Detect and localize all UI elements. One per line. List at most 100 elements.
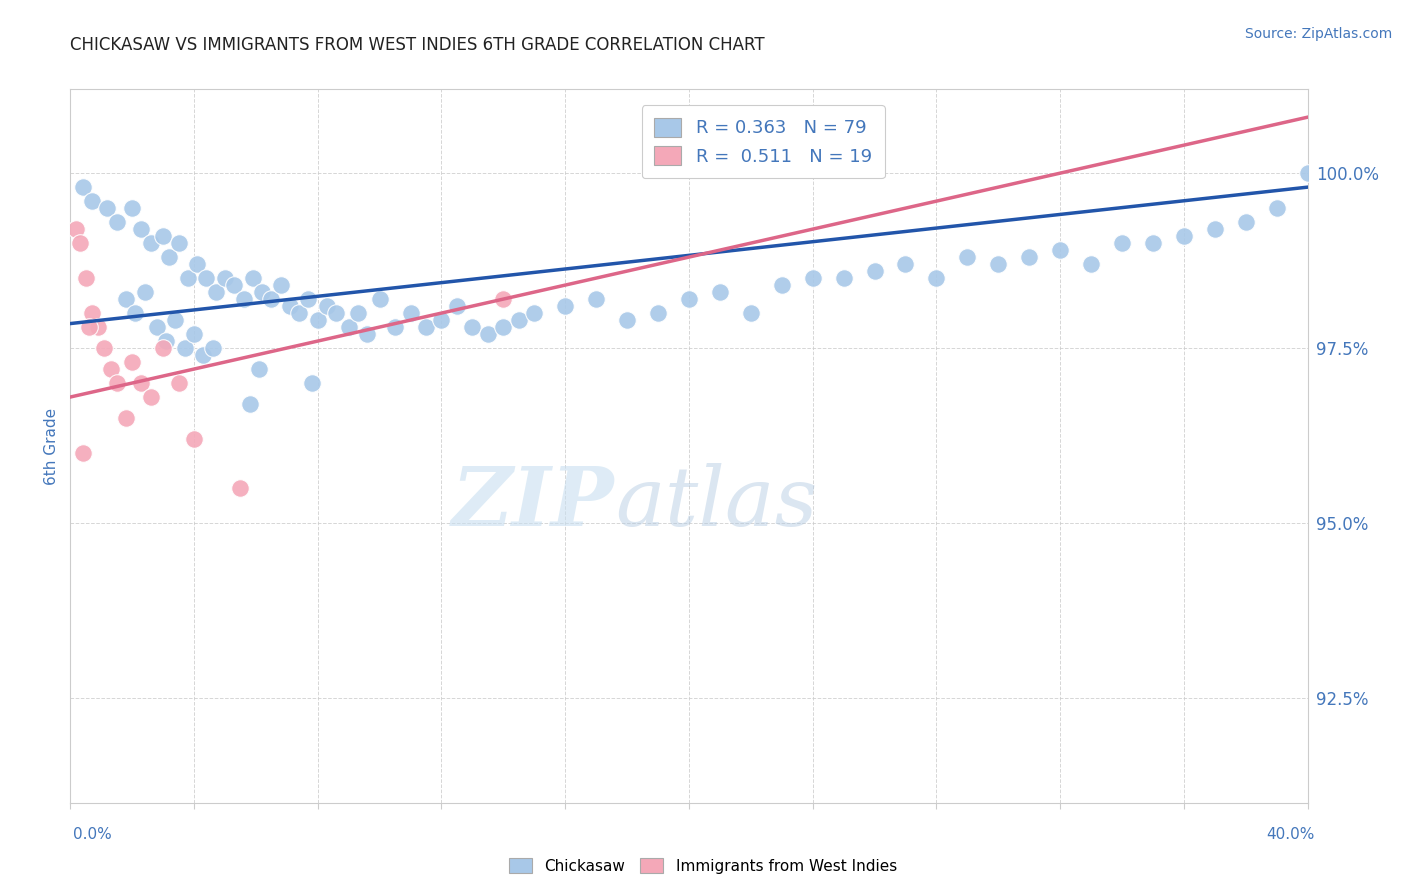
Point <box>956 250 979 264</box>
Point <box>155 334 177 348</box>
Point <box>80 194 103 208</box>
Point <box>239 397 262 411</box>
Point <box>1049 243 1071 257</box>
Point <box>288 306 311 320</box>
Point <box>165 313 187 327</box>
Point <box>96 201 118 215</box>
Point <box>173 341 195 355</box>
Point <box>316 299 339 313</box>
Point <box>204 285 226 299</box>
Point <box>1018 250 1040 264</box>
Point <box>77 320 100 334</box>
Point <box>131 376 153 390</box>
Point <box>75 271 97 285</box>
Point <box>399 306 422 320</box>
Point <box>183 327 205 342</box>
Point <box>139 236 162 251</box>
Point <box>863 264 886 278</box>
Point <box>1296 166 1319 180</box>
Point <box>415 320 437 334</box>
Text: ZIP: ZIP <box>453 463 614 543</box>
Point <box>430 313 453 327</box>
Point <box>201 341 224 355</box>
Point <box>260 292 283 306</box>
Point <box>297 292 319 306</box>
Point <box>987 257 1010 271</box>
Point <box>224 278 246 293</box>
Point <box>65 222 87 236</box>
Point <box>523 306 546 320</box>
Point <box>247 362 270 376</box>
Point <box>72 446 94 460</box>
Point <box>325 306 347 320</box>
Point <box>193 348 215 362</box>
Point <box>100 362 122 376</box>
Point <box>139 390 162 404</box>
Point <box>1265 201 1288 215</box>
Point <box>152 229 174 244</box>
Point <box>278 299 301 313</box>
Point <box>647 306 669 320</box>
Point <box>709 285 731 299</box>
Point <box>492 292 515 306</box>
Point <box>232 292 254 306</box>
Point <box>384 320 406 334</box>
Point <box>183 432 205 446</box>
Point <box>87 320 110 334</box>
Point <box>186 257 208 271</box>
Point <box>167 376 190 390</box>
Point <box>356 327 378 342</box>
Point <box>1204 222 1226 236</box>
Point <box>301 376 323 390</box>
Point <box>124 306 146 320</box>
Point <box>177 271 200 285</box>
Point <box>157 250 180 264</box>
Point <box>678 292 700 306</box>
Point <box>461 320 484 334</box>
Point <box>270 278 292 293</box>
Point <box>770 278 793 293</box>
Point <box>115 411 138 425</box>
Text: 40.0%: 40.0% <box>1267 827 1315 841</box>
Point <box>214 271 236 285</box>
Point <box>740 306 762 320</box>
Point <box>446 299 468 313</box>
Point <box>1234 215 1257 229</box>
Point <box>585 292 607 306</box>
Point <box>229 481 252 495</box>
Point <box>616 313 638 327</box>
Point <box>105 376 128 390</box>
Point <box>131 222 153 236</box>
Point <box>337 320 360 334</box>
Text: Source: ZipAtlas.com: Source: ZipAtlas.com <box>1244 27 1392 41</box>
Point <box>801 271 824 285</box>
Point <box>894 257 917 271</box>
Point <box>80 306 103 320</box>
Point <box>508 313 530 327</box>
Point <box>368 292 391 306</box>
Point <box>167 236 190 251</box>
Legend: R = 0.363   N = 79, R =  0.511   N = 19: R = 0.363 N = 79, R = 0.511 N = 19 <box>641 105 884 178</box>
Point <box>492 320 515 334</box>
Point <box>121 355 143 369</box>
Point <box>105 215 128 229</box>
Text: CHICKASAW VS IMMIGRANTS FROM WEST INDIES 6TH GRADE CORRELATION CHART: CHICKASAW VS IMMIGRANTS FROM WEST INDIES… <box>70 36 765 54</box>
Point <box>307 313 329 327</box>
Point <box>1142 236 1164 251</box>
Text: 0.0%: 0.0% <box>73 827 112 841</box>
Point <box>146 320 169 334</box>
Point <box>1173 229 1195 244</box>
Point <box>477 327 499 342</box>
Point <box>69 236 91 251</box>
Point <box>925 271 948 285</box>
Point <box>347 306 370 320</box>
Point <box>134 285 156 299</box>
Point <box>152 341 174 355</box>
Point <box>1111 236 1133 251</box>
Point <box>115 292 138 306</box>
Point <box>250 285 273 299</box>
Text: atlas: atlas <box>614 463 817 543</box>
Point <box>554 299 576 313</box>
Point <box>832 271 855 285</box>
Point <box>195 271 218 285</box>
